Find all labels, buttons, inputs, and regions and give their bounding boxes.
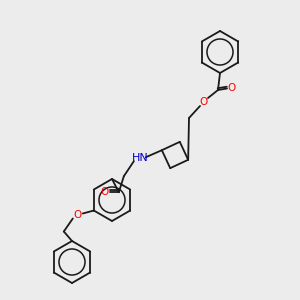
Text: O: O: [74, 211, 82, 220]
Text: O: O: [200, 97, 208, 107]
Text: O: O: [228, 83, 236, 93]
Text: HN: HN: [131, 153, 148, 163]
Text: O: O: [101, 187, 109, 197]
